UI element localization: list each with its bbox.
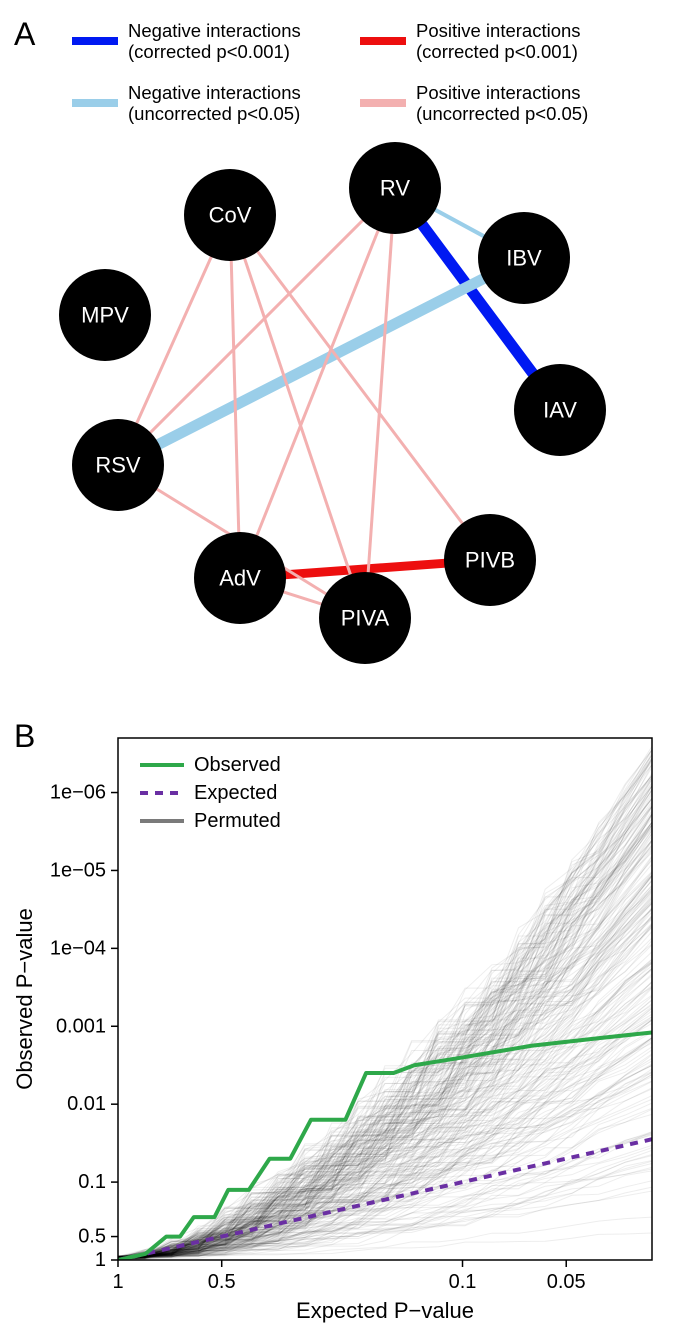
network-edge [159, 279, 483, 444]
network-node-label: MPV [81, 303, 129, 328]
network-node-label: RV [380, 176, 410, 201]
y-tick-label: 0.5 [78, 1226, 106, 1248]
x-axis-title: Expected P−value [296, 1298, 474, 1323]
y-tick-label: 1e−04 [50, 937, 106, 959]
network-node-label: AdV [219, 566, 261, 591]
chart-legend-label: Permuted [194, 810, 281, 832]
network-node-label: PIVA [341, 606, 390, 631]
x-tick-label: 0.1 [449, 1271, 477, 1293]
y-tick-label: 1e−06 [50, 782, 106, 804]
network-edge [231, 261, 238, 532]
y-tick-label: 1 [95, 1249, 106, 1271]
chart-legend-label: Observed [194, 754, 281, 776]
network-node-label: IAV [543, 398, 577, 423]
qq-plot: 10.50.10.0510.50.10.010.0011e−041e−051e−… [0, 700, 677, 1340]
x-tick-label: 0.05 [547, 1271, 586, 1293]
chart-legend: Observed Expected Permuted [140, 754, 281, 832]
network-node-label: RSV [95, 453, 141, 478]
y-tick-label: 0.001 [56, 1015, 106, 1037]
network-node-label: IBV [506, 246, 542, 271]
network-node-label: PIVB [465, 548, 515, 573]
y-tick-label: 0.1 [78, 1171, 106, 1193]
figure-root: ABNegative interactions (corrected p<0.0… [0, 0, 677, 1340]
network-edge [284, 592, 321, 604]
network-diagram: RV IBV IAV PIVB PIVA AdV RSV MPV CoV [0, 0, 677, 700]
y-tick-label: 1e−05 [50, 859, 106, 881]
x-tick-label: 1 [112, 1271, 123, 1293]
network-edge [435, 210, 483, 236]
network-edge [137, 257, 211, 423]
network-node-label: CoV [209, 203, 252, 228]
y-tick-label: 0.01 [67, 1093, 106, 1115]
y-axis-title: Observed P−value [12, 908, 37, 1090]
x-tick-label: 0.5 [208, 1271, 236, 1293]
chart-legend-label: Expected [194, 782, 277, 804]
